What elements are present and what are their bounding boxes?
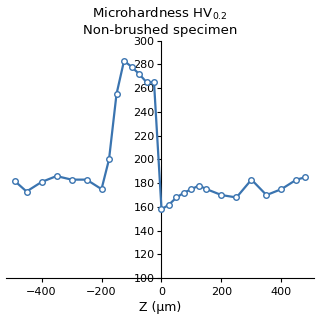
Title: Microhardness HV$_{\mathregular{0.2}}$
Non-brushed specimen: Microhardness HV$_{\mathregular{0.2}}$ N… — [83, 5, 237, 37]
X-axis label: Z (μm): Z (μm) — [139, 301, 181, 315]
